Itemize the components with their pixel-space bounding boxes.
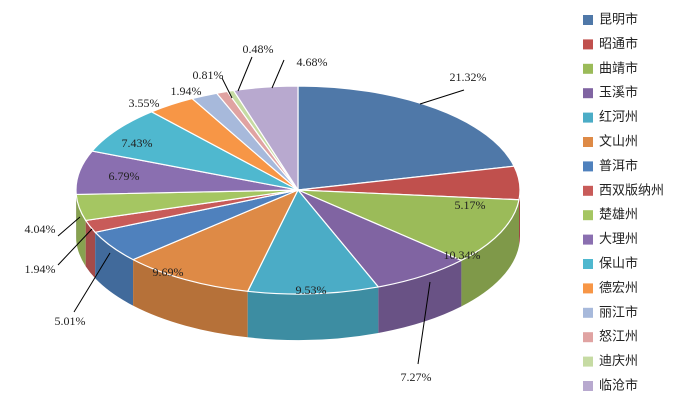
slice-16 — [233, 85, 299, 191]
legend-swatch — [583, 210, 593, 221]
pie-slices — [75, 85, 521, 295]
legend-label: 西双版纳州 — [599, 183, 664, 198]
legend-label: 普洱市 — [599, 158, 638, 174]
legend-swatch — [583, 185, 593, 196]
legend-item: 怒江州 — [583, 330, 638, 345]
legend-item: 丽江市 — [583, 304, 638, 320]
slice-13-label: 1.94% — [171, 84, 202, 98]
slice-1 — [297, 85, 515, 191]
legend-label: 临沧市 — [599, 378, 638, 394]
slice-7-side — [95, 232, 134, 306]
slice-3-side — [461, 199, 520, 307]
legend-item: 玉溪市 — [583, 85, 638, 101]
slice-4-leader — [417, 281, 431, 365]
legend-label: 昭通市 — [599, 36, 638, 52]
slice-6-side — [133, 259, 248, 338]
legend-swatch — [583, 381, 593, 391]
slice-4 — [297, 189, 463, 288]
slice-12-label: 3.55% — [129, 96, 160, 110]
legend-label: 昆明市 — [599, 12, 638, 28]
legend-label: 丽江市 — [599, 304, 638, 320]
legend-item: 迪庆州 — [583, 354, 638, 369]
slice-9-label: 4.04% — [25, 222, 56, 236]
slice-16-label: 4.68% — [297, 55, 328, 69]
slice-5-side — [247, 286, 379, 340]
slice-15-label: 0.48% — [243, 42, 274, 56]
legend-swatch — [583, 161, 593, 172]
slice-11-label: 7.43% — [122, 136, 153, 150]
legend-item: 昆明市 — [583, 12, 638, 28]
pie-sides — [76, 190, 520, 340]
leader-lines — [57, 56, 465, 365]
legend-swatch — [583, 112, 593, 123]
legend-item: 保山市 — [583, 256, 638, 272]
legend-item: 普洱市 — [583, 158, 638, 174]
legend-swatch — [583, 332, 593, 343]
legend-item: 大理州 — [583, 232, 638, 247]
legend-item: 西双版纳州 — [583, 183, 664, 198]
slice-11 — [91, 111, 299, 191]
legend-label: 德宏州 — [599, 281, 638, 296]
slice-1-leader — [419, 89, 465, 105]
legend-label: 玉溪市 — [599, 85, 638, 101]
legend-label: 怒江州 — [599, 330, 638, 345]
legend-swatch — [583, 356, 593, 367]
legend-label: 保山市 — [599, 256, 638, 272]
legend-swatch — [583, 307, 593, 318]
slice-4-label: 7.27% — [401, 370, 432, 384]
slice-10-label: 6.79% — [109, 169, 140, 183]
slice-14-label: 0.81% — [193, 68, 224, 82]
slice-6-label: 9.69% — [153, 265, 184, 279]
legend-item: 临沧市 — [583, 378, 638, 394]
slice-1-label: 21.32% — [450, 70, 487, 84]
slice-5-label: 9.53% — [296, 283, 327, 297]
data-labels: 21.32% 5.17% 10.34% 7.27% 9.53% 9.69% 5.01% 1.9… — [25, 42, 487, 384]
legend-swatch — [583, 283, 593, 294]
slice-8-side — [85, 220, 96, 279]
slice-9-side — [76, 194, 86, 267]
legend-swatch — [583, 15, 593, 25]
slice-15-leader — [237, 56, 253, 92]
legend-swatch — [583, 234, 593, 245]
slice-6 — [132, 189, 299, 292]
legend-item: 曲靖市 — [583, 60, 638, 76]
slice-9-leader — [57, 216, 81, 237]
legend-label: 曲靖市 — [599, 60, 638, 76]
legend-item: 楚雄州 — [583, 208, 638, 223]
slice-3 — [297, 189, 520, 261]
legend: 昆明市昭通市曲靖市玉溪市红河州文山州普洱市西双版纳州楚雄州大理州保山市德宏州丽江… — [583, 12, 664, 394]
legend-item: 德宏州 — [583, 281, 638, 296]
slice-5 — [247, 189, 379, 295]
slice-8-label: 1.94% — [25, 262, 56, 276]
slice-14-leader — [221, 77, 233, 99]
legend-swatch — [583, 137, 593, 147]
legend-label: 迪庆州 — [599, 354, 638, 369]
slice-3-label: 10.34% — [444, 248, 481, 262]
legend-swatch — [583, 259, 593, 269]
legend-item: 昭通市 — [583, 36, 638, 52]
legend-label: 红河州 — [599, 109, 638, 125]
slice-7-label: 5.01% — [55, 314, 86, 328]
legend-label: 文山州 — [599, 135, 638, 150]
slice-2-side — [519, 190, 520, 246]
slice-16-leader — [271, 59, 285, 89]
slice-2-label: 5.17% — [455, 198, 486, 212]
legend-swatch — [583, 88, 593, 99]
legend-swatch — [583, 39, 593, 50]
slice-4-side — [378, 260, 462, 333]
legend-label: 楚雄州 — [599, 208, 638, 223]
legend-item: 红河州 — [583, 109, 638, 125]
legend-item: 文山州 — [583, 135, 638, 150]
legend-swatch — [583, 63, 593, 74]
legend-label: 大理州 — [599, 232, 638, 247]
slice-8-leader — [57, 228, 93, 266]
slice-7-leader — [73, 252, 111, 313]
